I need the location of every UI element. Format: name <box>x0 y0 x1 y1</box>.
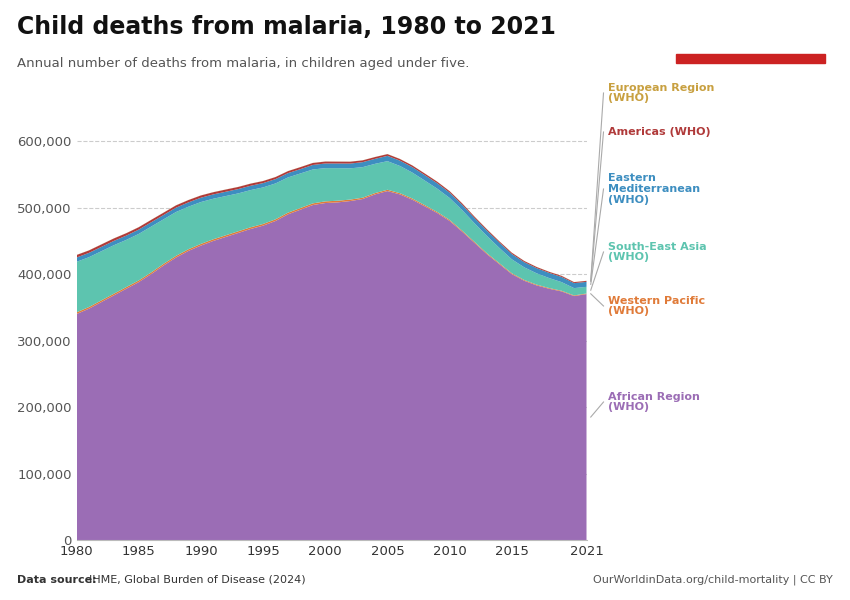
Text: Our World: Our World <box>717 20 784 33</box>
Text: (WHO): (WHO) <box>608 195 649 205</box>
Text: (WHO): (WHO) <box>608 403 649 412</box>
Text: (WHO): (WHO) <box>608 94 649 103</box>
Text: Western Pacific: Western Pacific <box>608 296 705 305</box>
Text: IHME, Global Burden of Disease (2024): IHME, Global Burden of Disease (2024) <box>89 575 306 585</box>
Text: Annual number of deaths from malaria, in children aged under five.: Annual number of deaths from malaria, in… <box>17 57 469 70</box>
Text: in Data: in Data <box>726 35 774 48</box>
Text: Eastern: Eastern <box>608 173 655 183</box>
Text: Child deaths from malaria, 1980 to 2021: Child deaths from malaria, 1980 to 2021 <box>17 15 556 39</box>
Text: OurWorldinData.org/child-mortality | CC BY: OurWorldinData.org/child-mortality | CC … <box>593 575 833 585</box>
Bar <box>676 54 824 63</box>
Text: Mediterranean: Mediterranean <box>608 184 700 194</box>
Text: African Region: African Region <box>608 392 700 401</box>
Text: (WHO): (WHO) <box>608 253 649 262</box>
Text: European Region: European Region <box>608 83 714 92</box>
Text: (WHO): (WHO) <box>608 307 649 316</box>
Text: Americas (WHO): Americas (WHO) <box>608 127 711 137</box>
Text: South-East Asia: South-East Asia <box>608 242 706 251</box>
Text: Data source:: Data source: <box>17 575 100 585</box>
